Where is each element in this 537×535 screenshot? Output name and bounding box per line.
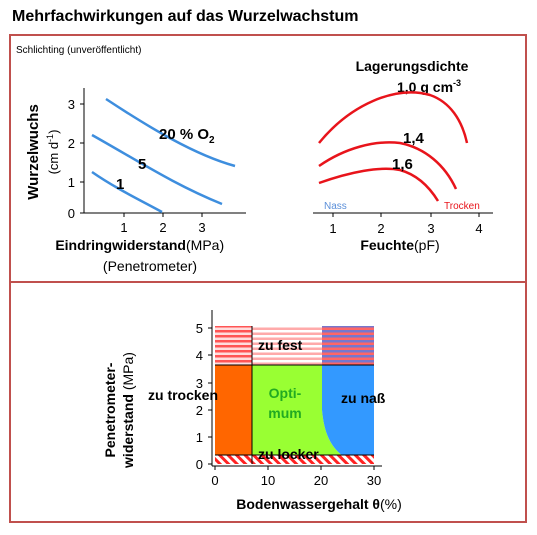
source-note: Schlichting (unveröffentlicht) — [16, 45, 141, 56]
label-zu-nass: zu naß — [341, 390, 386, 406]
bottom-ylabel-line2: widerstand (MPa) — [120, 352, 136, 469]
bottom-xtick: 10 — [261, 473, 275, 488]
right-heading: Lagerungsdichte — [356, 58, 469, 74]
curve-label-5: 5 — [138, 156, 146, 173]
right-xlabel-main: Feuchte — [360, 237, 414, 253]
band-top-wet — [322, 326, 374, 365]
right-xtick: 1 — [329, 221, 336, 236]
left-xtick: 3 — [198, 220, 205, 235]
curve-density-1-0 — [318, 91, 469, 144]
region-wet — [322, 365, 374, 458]
bottom-ytick: 0 — [196, 457, 203, 472]
bottom-xlabel: Bodenwassergehalt θ — [236, 496, 380, 512]
left-ytick: 2 — [68, 136, 75, 151]
bottom-panel-frame — [9, 283, 527, 523]
left-ylabel-main: Wurzelwuchs — [25, 104, 42, 200]
page-title: Mehrfachwirkungen auf das Wurzelwachstum — [12, 8, 359, 25]
right-xtick: 3 — [427, 221, 434, 236]
bottom-ylabel-line1: Penetrometer- — [102, 362, 118, 457]
left-ytick: 3 — [68, 97, 75, 112]
bottom-ytick: 3 — [196, 376, 203, 391]
bottom-xtick: 0 — [211, 473, 218, 488]
bottom-xtick: 30 — [367, 473, 381, 488]
curve-1 — [91, 170, 163, 214]
left-ytick: 0 — [68, 206, 75, 221]
nass-label: Nass — [324, 201, 347, 212]
band-bottom — [215, 455, 374, 464]
right-heading-value: 1,0 g cm-3 — [397, 78, 461, 95]
bottom-xtick: 20 — [314, 473, 328, 488]
band-top-dry — [215, 326, 252, 365]
curve-label-1-6: 1,6 — [392, 156, 413, 173]
label-zu-trocken: zu trocken — [148, 387, 218, 403]
curve-5 — [91, 133, 223, 206]
left-plot: Wurzelwuchs (cm d-1) 0 1 2 3 1 2 3 20 % … — [25, 88, 246, 274]
curve-label-20: 20 % O2 — [159, 126, 215, 146]
trocken-label: Trocken — [444, 201, 480, 212]
left-xlabel-sub: (Penetrometer) — [103, 258, 197, 274]
bottom-xlabel-unit: (%) — [380, 496, 402, 512]
top-panel-frame — [9, 34, 527, 283]
bottom-ytick: 1 — [196, 430, 203, 445]
bottom-ytick: 2 — [196, 403, 203, 418]
right-xlabel-unit: (pF) — [414, 237, 440, 253]
left-ylabel-unit: (cm d-1) — [45, 130, 61, 175]
curve-20-o2 — [105, 97, 236, 168]
curve-label-1-4: 1,4 — [403, 130, 425, 147]
left-xlabel-main: Eindringwiderstand — [55, 237, 186, 253]
left-xlabel-unit: (MPa) — [186, 237, 224, 253]
label-zu-locker: zu locker — [258, 446, 319, 462]
left-ytick: 1 — [68, 175, 75, 190]
left-xtick: 2 — [159, 220, 166, 235]
label-optimum-2: mum — [268, 405, 301, 421]
region-optimum — [252, 365, 346, 458]
bottom-ytick: 5 — [196, 321, 203, 336]
right-plot: 1 2 3 4 Lagerungsdichte 1,0 g cm-3 1,4 1… — [313, 58, 493, 253]
curve-density-1-6 — [318, 167, 440, 202]
left-xtick: 1 — [120, 220, 127, 235]
curve-density-1-4 — [318, 141, 458, 190]
bottom-ytick: 4 — [196, 348, 203, 363]
curve-label-1: 1 — [116, 176, 124, 193]
bottom-diagram: Penetrometer- widerstand (MPa) — [102, 310, 402, 512]
right-xtick: 4 — [475, 221, 482, 236]
right-xtick: 2 — [377, 221, 384, 236]
label-optimum-1: Opti- — [269, 385, 302, 401]
band-top-optimum — [252, 326, 322, 365]
label-zu-fest: zu fest — [258, 337, 303, 353]
region-dry — [215, 365, 252, 458]
